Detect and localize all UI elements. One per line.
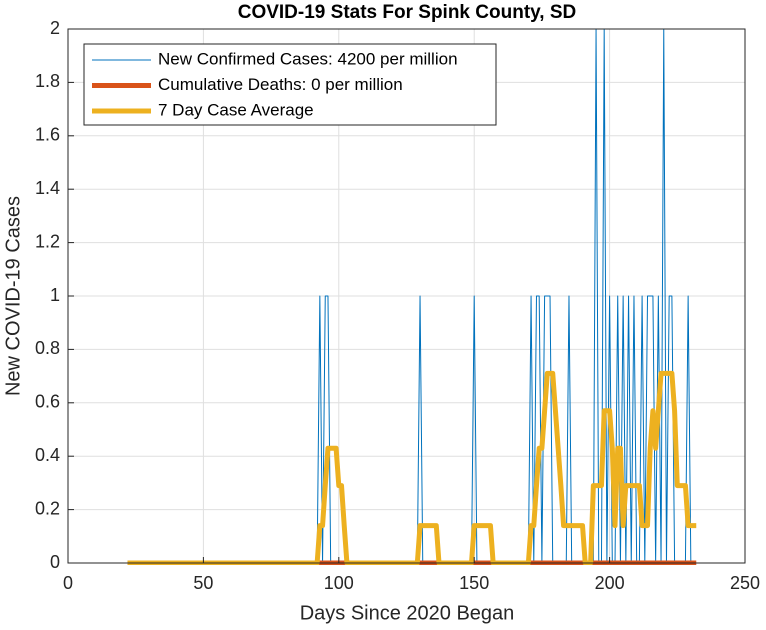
y-tick-label: 1.2 [35,231,60,251]
y-tick-label: 1.8 [35,71,60,91]
x-tick-label: 100 [324,573,354,593]
x-tick-label: 200 [595,573,625,593]
series-line [127,370,697,565]
x-tick-label: 50 [193,573,213,593]
y-tick-label: 1.4 [35,178,60,198]
y-tick-label: 0.6 [35,392,60,412]
legend-label: New Confirmed Cases: 4200 per million [158,49,458,68]
y-tick-label: 0 [50,552,60,572]
x-axis-label: Days Since 2020 Began [300,602,515,624]
legend-label: 7 Day Case Average [158,100,314,119]
y-tick-label: 0.2 [35,498,60,518]
legend-label: Cumulative Deaths: 0 per million [158,75,403,94]
labels: 0 50 100 150 200 250 0 0.2 0.4 0.6 0.8 1 1.2 1.4 1.6 1.… [35,18,760,593]
x-tick-label: 250 [730,573,760,593]
x-tick-label: 0 [63,573,73,593]
y-tick-label: 1 [50,285,60,305]
y-tick-label: 2 [50,18,60,38]
legend-box [83,43,497,126]
legend: New Confirmed Cases: 4200 per million Cum… [83,43,497,126]
y-tick-label: 0.4 [35,445,60,465]
chart-title: COVID-19 Stats For Spink County, SD [238,2,577,23]
y-axis-label: New COVID-19 Cases [2,196,24,396]
y-tick-label: 0.8 [35,338,60,358]
y-tick-label: 1.6 [35,125,60,145]
x-tick-label: 150 [459,573,489,593]
